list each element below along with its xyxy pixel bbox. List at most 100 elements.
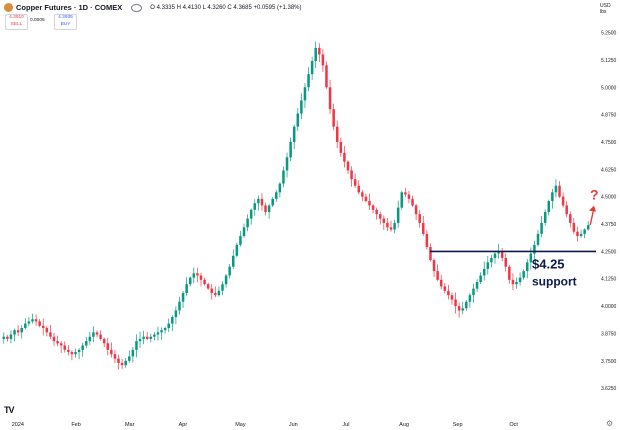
candle-body: [267, 205, 271, 212]
ohlc-readout: O 4.3335 H 4.4130 L 4.3260 C 4.3685 +0.0…: [150, 4, 302, 11]
candle-body: [145, 336, 149, 339]
currency-unit[interactable]: USD lbs: [600, 3, 611, 15]
candle-body: [454, 299, 457, 307]
annotation-layer: $4.25 support?: [430, 187, 599, 288]
candle-body: [192, 273, 196, 278]
candle-body: [475, 282, 479, 289]
gear-icon[interactable]: ⚙: [606, 419, 614, 428]
candle-body: [271, 198, 274, 206]
candle-body: [282, 170, 285, 184]
candle-body: [465, 301, 468, 309]
y-tick-label: 4.1250: [601, 277, 617, 283]
visibility-eye-icon[interactable]: [131, 3, 143, 12]
candle-body: [95, 332, 99, 335]
candle-body: [543, 212, 547, 223]
tradingview-logo[interactable]: TV: [4, 405, 14, 415]
candle-body: [425, 233, 429, 248]
candle-body: [332, 109, 335, 127]
candle-body: [407, 194, 411, 199]
candle-body: [335, 126, 339, 142]
support-label-text: support: [532, 274, 577, 288]
candle-body: [85, 341, 88, 346]
candle-body: [292, 126, 296, 142]
candle-body: [303, 87, 307, 101]
candle-body: [404, 192, 407, 195]
candle-body: [508, 266, 511, 280]
candle-body: [511, 279, 515, 285]
candle-body: [554, 185, 558, 193]
candle-body: [296, 113, 300, 127]
candle-body: [38, 321, 41, 326]
candle-body: [206, 284, 210, 289]
candle-body: [246, 218, 249, 228]
symbol-title[interactable]: Copper Futures · 1D · COMEX: [16, 3, 123, 12]
y-tick-label: 4.3750: [601, 222, 617, 228]
candle-body: [432, 260, 436, 272]
candle-body: [199, 275, 203, 280]
candle-body: [547, 201, 551, 212]
candle-body: [232, 255, 235, 267]
candle-body: [135, 341, 138, 350]
sell-button[interactable]: 4.3910 SELL: [5, 14, 28, 30]
buy-price: 4.3935: [58, 15, 73, 20]
candle-body: [235, 244, 239, 256]
candle-body: [203, 279, 206, 285]
sell-price: 4.3910: [9, 15, 24, 20]
candle-body: [81, 345, 84, 350]
candle-body: [160, 330, 163, 333]
candle-body: [429, 247, 432, 261]
candle-body: [16, 330, 20, 333]
copper-logo-icon: [4, 3, 13, 12]
candle-body: [379, 214, 382, 219]
candle-body: [357, 185, 360, 193]
y-tick-label: 5.0000: [601, 85, 617, 91]
candle-body: [257, 198, 260, 204]
candle-body: [249, 209, 253, 219]
candle-body: [472, 288, 475, 296]
candle-body: [221, 284, 224, 291]
candle-body: [443, 286, 447, 291]
candle-body: [239, 236, 242, 245]
candle-body: [77, 349, 81, 353]
chart-header: Copper Futures · 1D · COMEX O 4.3335 H 4…: [0, 0, 590, 34]
candle-body: [113, 354, 117, 359]
candle-body: [41, 325, 45, 328]
x-tick-label: Oct: [509, 422, 518, 428]
candle-body: [396, 207, 400, 223]
y-tick-label: 3.7500: [601, 359, 617, 365]
buy-button[interactable]: 4.3935 BUY: [54, 14, 77, 30]
candle-body: [439, 279, 443, 287]
candle-body: [56, 341, 59, 344]
candle-body: [174, 310, 178, 318]
candle-body: [185, 284, 188, 293]
candle-body: [275, 192, 278, 199]
x-tick-label: Mar: [125, 422, 135, 428]
candle-body: [350, 170, 353, 180]
x-tick-label: Aug: [399, 422, 409, 428]
forecast-arrow-head: [589, 205, 596, 212]
candle-body: [540, 222, 543, 234]
buy-label: BUY: [60, 21, 71, 27]
candle-body: [181, 292, 185, 302]
candle-body: [228, 266, 231, 276]
candle-body: [504, 257, 507, 267]
candle-body: [117, 358, 120, 363]
candle-body: [368, 201, 371, 206]
candle-body: [31, 319, 34, 322]
candle-body: [27, 321, 31, 324]
candle-body: [393, 222, 396, 230]
candle-body: [389, 227, 393, 230]
candle-body: [253, 203, 257, 210]
candle-body: [217, 290, 221, 296]
candle-body: [321, 54, 325, 66]
candle-body: [242, 227, 246, 237]
y-tick-label: 4.5000: [601, 195, 617, 201]
support-label-price: $4.25: [532, 256, 565, 271]
candle-body: [142, 336, 145, 339]
symbol-row: Copper Futures · 1D · COMEX O 4.3335 H 4…: [4, 3, 302, 12]
y-tick-label: 4.6250: [601, 167, 617, 173]
candle-body: [131, 349, 135, 357]
sell-label: SELL: [10, 21, 23, 27]
